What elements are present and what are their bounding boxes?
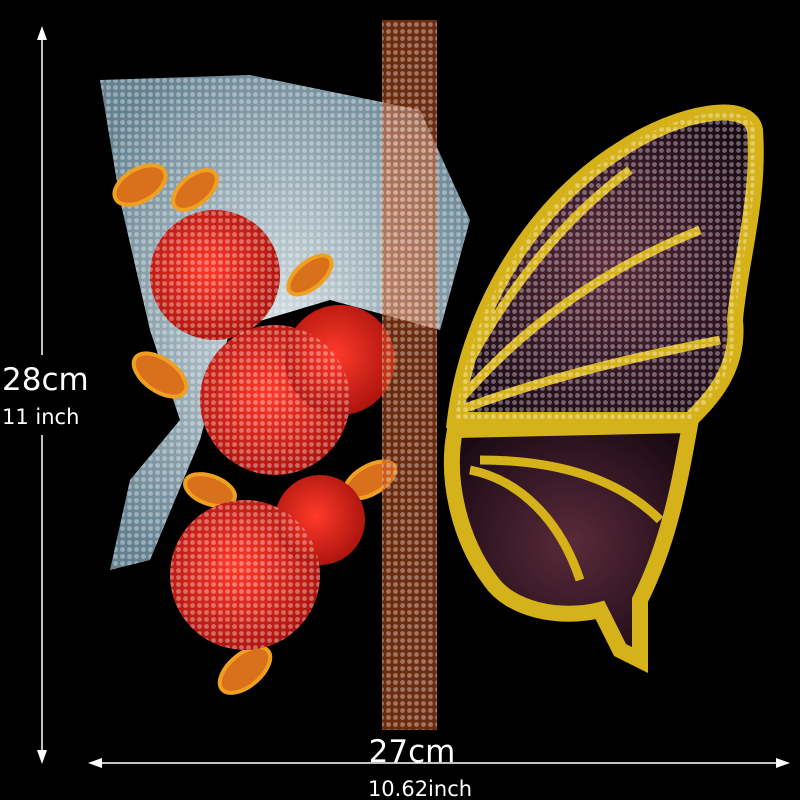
label-backdrop	[0, 355, 95, 435]
width-metric: 27cm	[369, 734, 456, 770]
height-imperial: 11 inch	[2, 405, 79, 429]
rhinestone-design	[100, 20, 764, 730]
width-imperial: 10.62inch	[368, 777, 472, 800]
height-metric: 28cm	[2, 362, 89, 398]
